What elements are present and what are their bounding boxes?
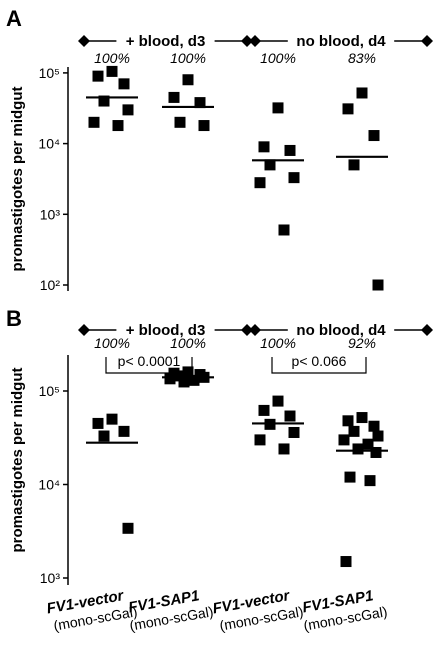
panel-a-point-c2-1 (258, 141, 270, 153)
panel-b-point-c3-11 (340, 556, 352, 568)
panel-b-letter: B (6, 306, 22, 331)
panel-a-point-c3-0 (356, 87, 368, 99)
panel-a-point-c0-6 (112, 120, 124, 132)
panel-b-comparison-label-1: p< 0.066 (292, 353, 347, 369)
panel-a-percentage-3: 83% (348, 50, 376, 66)
panel-b-point-c3-2 (368, 420, 380, 432)
panel-a-point-c0-0 (106, 65, 118, 77)
panel-b-y-tick-label-1: 10⁴ (38, 477, 60, 493)
panel-b-point-c0-0 (106, 413, 118, 425)
panel-b-point-c1-7 (178, 376, 190, 388)
panel-a-point-c1-0 (182, 74, 194, 86)
panel-a-point-c2-3 (264, 159, 276, 171)
panel-b-point-c3-9 (344, 471, 356, 483)
panel-b-point-c2-2 (284, 410, 296, 422)
panel-b-group-label-0: + blood, d3 (126, 322, 206, 339)
panel-a-point-c2-5 (254, 177, 266, 189)
panel-b-point-c3-4 (372, 430, 384, 442)
panel-a-point-c0-1 (92, 70, 104, 82)
panel-a-point-c0-4 (122, 104, 134, 116)
panel-b-group-diamond-right-1 (421, 324, 433, 336)
panel-a-group-label-1: no blood, d4 (296, 33, 386, 50)
panel-b-group-diamond-left-0 (78, 324, 90, 336)
panel-a-point-c0-2 (118, 78, 130, 90)
panel-b-point-c3-7 (352, 443, 364, 455)
panel-b-percentage-2: 100% (260, 335, 296, 351)
panel-b-group-label-bg-1 (287, 320, 395, 340)
panel-b-point-c0-2 (118, 425, 130, 437)
panel-a-y-tick-label-1: 10³ (40, 206, 61, 222)
panel-b-comparison-label-0: p< 0.0001 (118, 353, 181, 369)
panel-a-point-c0-5 (88, 116, 100, 128)
panel-a-group-label-0: + blood, d3 (126, 33, 206, 50)
panel-b-point-c1-6 (188, 374, 200, 386)
panel-a-group-diamond-left-1 (249, 35, 261, 47)
panel-a-point-c3-3 (348, 159, 360, 171)
panel-b-point-c2-1 (258, 404, 270, 416)
panel-a-point-c3-1 (342, 103, 354, 115)
panel-b-comparison-bracket-0 (105, 357, 193, 374)
panel-a-group-label-bg-1 (287, 31, 395, 51)
panel-b-point-c0-4 (122, 522, 134, 534)
panel-b-comparison-bracket-1 (271, 357, 367, 374)
panel-b-point-c0-1 (92, 417, 104, 429)
panel-b-group-diamond-right-0 (241, 324, 253, 336)
panel-a-point-c0-3 (98, 95, 110, 107)
panel-a-letter: A (6, 6, 22, 31)
panel-b-group-label-1: no blood, d4 (296, 322, 386, 339)
panel-a-y-tick-label-3: 10⁵ (39, 65, 60, 81)
panel-b-y-tick-label-2: 10⁵ (39, 383, 60, 399)
panel-b-point-c1-5 (164, 373, 176, 385)
panel-b-point-c3-6 (362, 438, 374, 450)
panel-a-y-label: promastigotes per midgut (9, 86, 26, 271)
panel-b-y-tick-label-0: 10³ (40, 570, 61, 586)
panel-a-group-diamond-left-0 (78, 35, 90, 47)
panel-a-point-c2-2 (284, 144, 296, 156)
panel-a-point-c1-1 (168, 91, 180, 103)
panel-a-group-diamond-right-1 (421, 35, 433, 47)
panel-a-group-diamond-right-0 (241, 35, 253, 47)
panel-a-percentage-1: 100% (170, 50, 206, 66)
panel-a-point-c2-0 (272, 102, 284, 114)
panel-b-group-label-bg-0 (116, 320, 215, 340)
panel-b-percentage-1: 100% (170, 335, 206, 351)
panel-a-percentage-0: 100% (94, 50, 130, 66)
panel-b-point-c2-6 (278, 443, 290, 455)
panel-a-point-c2-6 (278, 224, 290, 236)
panel-a-point-c1-3 (174, 116, 186, 128)
panel-b-percentage-3: 92% (348, 335, 376, 351)
panel-a-percentage-2: 100% (260, 50, 296, 66)
panel-b-y-label: promastigotes per midgut (9, 367, 26, 552)
panel-b-point-c3-10 (364, 475, 376, 487)
panel-a-group-label-bg-0 (116, 31, 215, 51)
panel-a-y-tick-label-0: 10² (40, 277, 61, 293)
panel-b-point-c3-5 (338, 434, 350, 446)
panel-b-point-c0-3 (98, 430, 110, 442)
panel-b-point-c3-0 (356, 412, 368, 424)
panel-a-point-c1-2 (194, 97, 206, 109)
panel-a-point-c3-4 (372, 279, 384, 291)
panel-b-point-c3-3 (348, 425, 360, 437)
panel-b-point-c2-5 (254, 434, 266, 446)
panel-a-point-c3-2 (368, 130, 380, 142)
panel-b-point-c2-4 (288, 426, 300, 438)
panel-b-point-c3-8 (370, 446, 382, 458)
panel-a-y-tick-label-2: 10⁴ (38, 136, 60, 152)
chart-layer: A 10² 10³ 10⁴ 10⁵ promastigotes per midgut + b… (6, 6, 433, 634)
panel-b-point-c1-1 (168, 367, 180, 379)
panel-b-point-c2-0 (272, 395, 284, 407)
panel-b-point-c3-1 (342, 415, 354, 427)
panel-b-point-c1-0 (182, 366, 194, 378)
panel-b-point-c1-3 (174, 370, 186, 382)
panel-a-point-c2-4 (288, 172, 300, 184)
panel-a-point-c1-4 (198, 120, 210, 132)
panel-b-group-diamond-left-1 (249, 324, 261, 336)
panel-b-percentage-0: 100% (94, 335, 130, 351)
